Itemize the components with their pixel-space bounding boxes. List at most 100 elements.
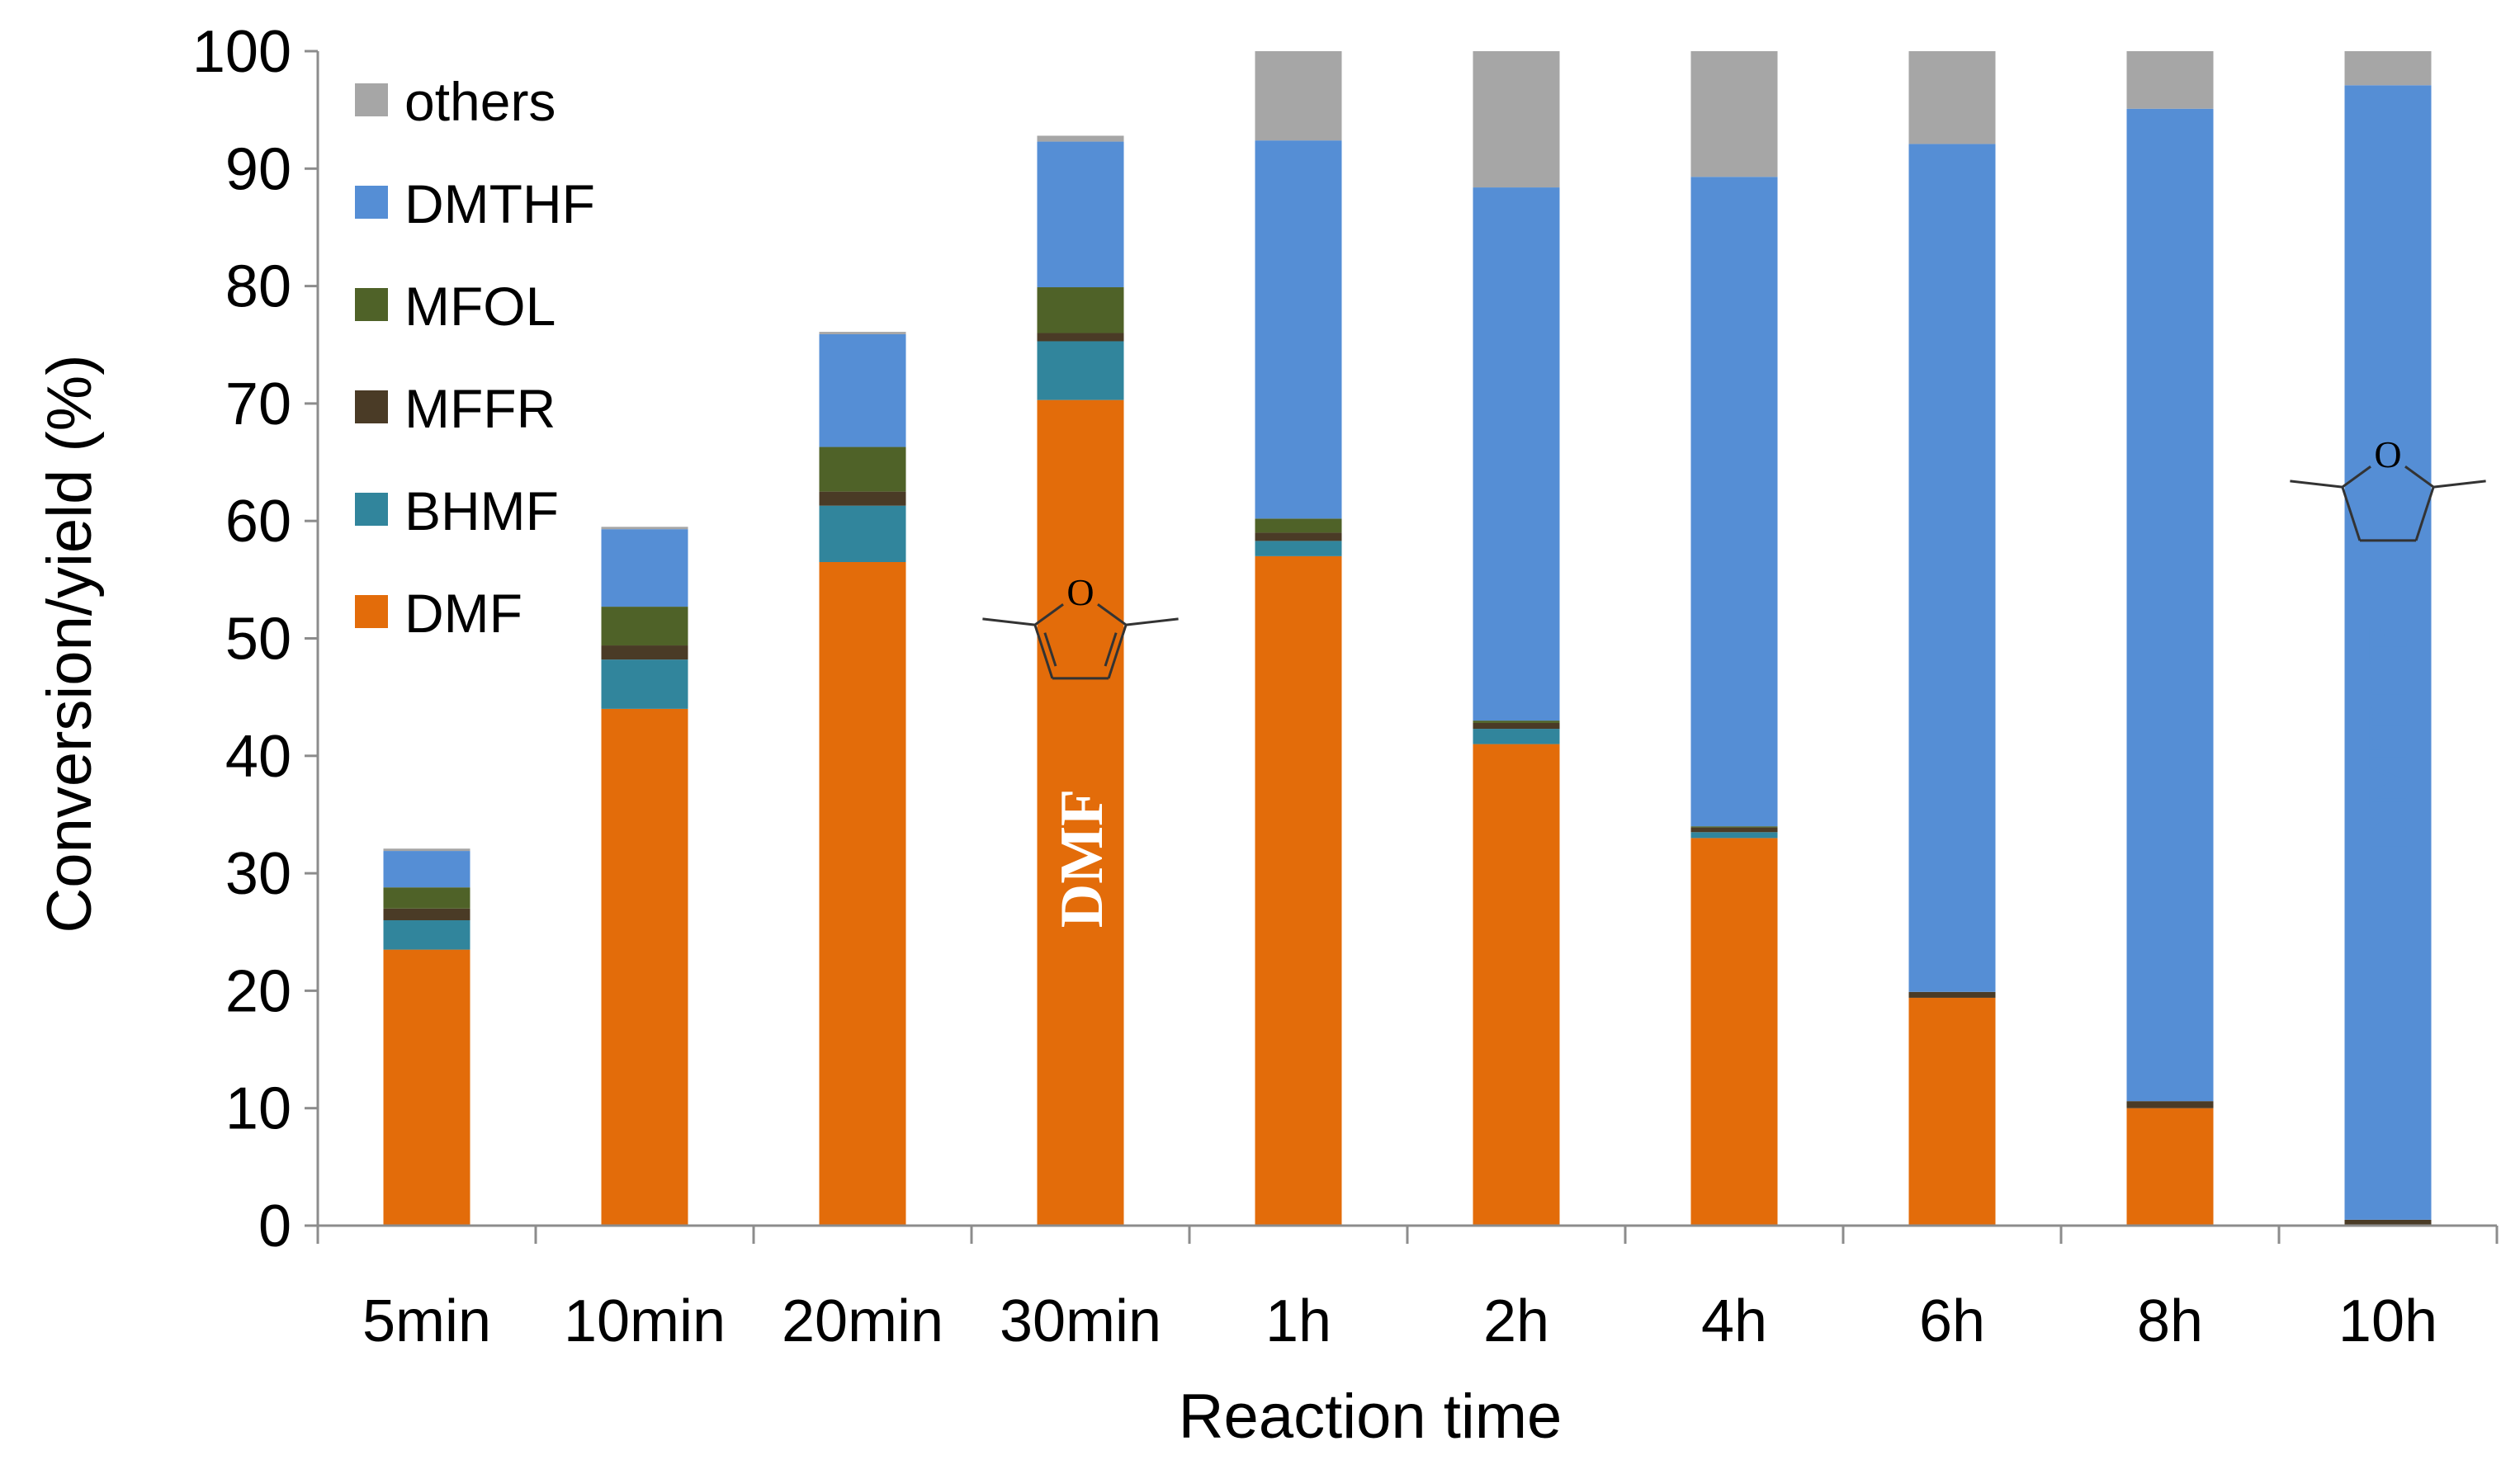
- molecule-dmthf: O: [2290, 433, 2486, 542]
- oxygen-atom-label: O: [1066, 571, 1094, 613]
- bar-segment-bhmf-1h: [1255, 541, 1342, 556]
- x-tick-label-20min: 20min: [782, 1288, 943, 1354]
- bar-segment-dmf-6h: [1908, 997, 1996, 1226]
- bar-segment-others-10h: [2344, 51, 2432, 86]
- x-tick-label-8h: 8h: [2137, 1288, 2203, 1354]
- x-tick-label-4h: 4h: [1701, 1288, 1767, 1354]
- bar-segment-dmthf-8h: [2126, 108, 2214, 1102]
- bar-segment-bhmf-5min: [383, 920, 470, 950]
- bar-segment-dmf-4h: [1690, 838, 1778, 1226]
- legend-swatch-mfol: [355, 288, 388, 321]
- bond: [1107, 624, 1128, 679]
- legend-swatch-others: [355, 83, 388, 116]
- bar-segment-dmthf-5min: [383, 851, 470, 888]
- y-tick-label: 100: [192, 19, 291, 85]
- x-tick-label-2h: 2h: [1483, 1288, 1549, 1354]
- bar-segment-mffr-1h: [1255, 532, 1342, 541]
- bond: [2414, 486, 2435, 541]
- bar-segment-mfol-10min: [601, 607, 688, 646]
- bar-segment-dmthf-20min: [819, 333, 906, 447]
- bar-segment-bhmf-30min: [1037, 341, 1124, 400]
- legend-label-mfol: MFOL: [404, 276, 556, 337]
- methyl-bond: [982, 617, 1036, 626]
- x-tick-label-10min: 10min: [564, 1288, 726, 1354]
- bar-segment-dmf-2h: [1473, 744, 1560, 1226]
- bar-segment-others-4h: [1690, 51, 1778, 177]
- bond: [1097, 603, 1128, 626]
- y-tick-label: 10: [225, 1076, 291, 1142]
- bar-segment-dmthf-10min: [601, 529, 688, 607]
- y-tick-label: 70: [225, 371, 291, 437]
- bar-segment-dmthf-4h: [1690, 177, 1778, 827]
- x-axis-title: Reaction time: [1179, 1382, 1563, 1452]
- legend-label-dmthf: DMTHF: [404, 173, 595, 234]
- legend-swatch-mffr: [355, 390, 388, 423]
- molecule-dmf: O: [982, 571, 1179, 680]
- legend-label-bhmf: BHMF: [404, 480, 559, 541]
- bar-segment-mfol-5min: [383, 887, 470, 909]
- bars-layer: [383, 51, 2432, 1226]
- methyl-bond: [2433, 480, 2486, 489]
- y-tick-label: 30: [225, 841, 291, 907]
- bar-segment-bhmf-10min: [601, 659, 688, 709]
- bar-segment-others-5min: [383, 848, 470, 852]
- double-bond: [1043, 632, 1057, 667]
- bar-segment-dmf-5min: [383, 949, 470, 1226]
- bar-segment-others-6h: [1908, 51, 1996, 144]
- bond: [2404, 465, 2435, 489]
- annotation-label-dmthf: DMTHF: [2356, 625, 2423, 852]
- x-tick-label-10h: 10h: [2338, 1288, 2437, 1354]
- legend-label-mffr: MFFR: [404, 378, 556, 439]
- bar-segment-bhmf-20min: [819, 505, 906, 563]
- bar-segment-bhmf-4h: [1690, 832, 1778, 839]
- legend-swatch-dmthf: [355, 186, 388, 219]
- x-tick-label-1h: 1h: [1265, 1288, 1331, 1354]
- bar-segment-others-8h: [2126, 51, 2214, 109]
- y-tick-label: 50: [225, 607, 291, 673]
- bar-segment-dmf-8h: [2126, 1108, 2214, 1226]
- bond: [1033, 603, 1064, 626]
- bar-segment-mffr-10min: [601, 645, 688, 660]
- y-tick-label: 40: [225, 724, 291, 790]
- bar-segment-mfol-20min: [819, 447, 906, 492]
- bar-segment-others-10min: [601, 527, 688, 530]
- x-tick-label-5min: 5min: [362, 1288, 491, 1354]
- x-tick-label-30min: 30min: [1000, 1288, 1161, 1354]
- bar-segment-dmf-10min: [601, 708, 688, 1226]
- bar-segment-mfol-2h: [1473, 721, 1560, 723]
- legend-label-others: others: [404, 71, 556, 132]
- bar-segment-mffr-10h: [2344, 1219, 2432, 1226]
- bar-segment-dmthf-2h: [1473, 187, 1560, 721]
- x-tick-label-6h: 6h: [1919, 1288, 1985, 1354]
- bar-segment-dmf-1h: [1255, 555, 1342, 1226]
- oxygen-atom-label: O: [2374, 433, 2401, 475]
- bar-segment-mffr-4h: [1690, 827, 1778, 833]
- bar-segment-mffr-20min: [819, 491, 906, 506]
- axes-layer: 0 10 20 30 40 50 60 70 80 90 100 5min 10min 20min 30mi…: [192, 19, 2499, 1354]
- y-tick-label: 80: [225, 254, 291, 320]
- bar-segment-mffr-30min: [1037, 333, 1124, 342]
- methyl-bond: [1125, 617, 1179, 626]
- bar-segment-mffr-6h: [1908, 991, 1996, 998]
- bar-segment-mffr-5min: [383, 908, 470, 921]
- bar-segment-mffr-8h: [2126, 1101, 2214, 1108]
- bar-segment-mfol-30min: [1037, 287, 1124, 333]
- legend-swatch-bhmf: [355, 493, 388, 526]
- bar-segment-others-30min: [1037, 135, 1124, 142]
- bar-segment-others-2h: [1473, 51, 1560, 188]
- bar-segment-mffr-2h: [1473, 722, 1560, 730]
- y-tick-label: 60: [225, 489, 291, 555]
- annotation-label-dmf: DMF: [1048, 789, 1116, 929]
- y-axis-title: Conversion/yield (%): [35, 354, 105, 933]
- bar-segment-dmthf-1h: [1255, 140, 1342, 519]
- bar-segment-dmf-30min: [1037, 399, 1124, 1226]
- bond: [1033, 624, 1054, 679]
- bond: [2341, 486, 2362, 541]
- bar-segment-dmthf-10h: [2344, 85, 2432, 1220]
- legend-label-dmf: DMF: [404, 583, 522, 644]
- bar-segment-others-20min: [819, 332, 906, 334]
- methyl-bond: [2290, 480, 2343, 489]
- legend: others DMTHF MFOL MFFR BHMF DMF: [355, 71, 595, 644]
- bar-segment-mfol-4h: [1690, 826, 1778, 828]
